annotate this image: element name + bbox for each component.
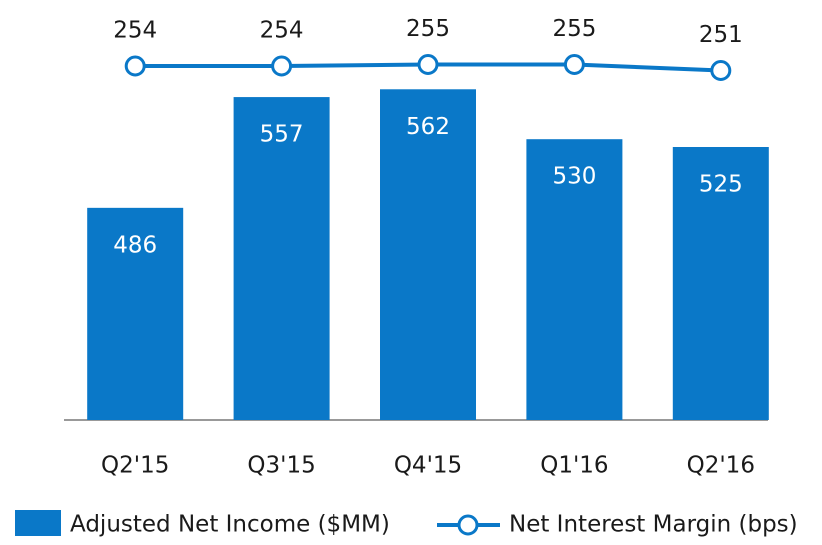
line-value-label: 254 (260, 18, 304, 44)
line-value-label: 255 (406, 16, 450, 42)
line-value-label: 255 (552, 16, 596, 42)
legend-label: Net Interest Margin (bps) (509, 512, 798, 538)
legend-swatch (15, 510, 61, 536)
bar (233, 97, 330, 420)
x-tick-label: Q4'15 (394, 453, 462, 479)
bar (87, 207, 184, 420)
line-marker (124, 55, 146, 77)
line-marker (271, 55, 293, 77)
line-value-label: 254 (113, 18, 157, 44)
line-marker (563, 54, 585, 75)
x-tick-label: Q3'15 (247, 453, 315, 479)
bar-value-label: 525 (699, 172, 743, 198)
bar-value-label: 530 (552, 164, 596, 190)
line-value-label: 251 (699, 22, 743, 48)
legend-label: Adjusted Net Income ($MM) (70, 512, 390, 538)
bar (672, 147, 769, 420)
bar (380, 89, 476, 420)
legend-swatch (457, 514, 479, 536)
line-marker (710, 60, 732, 81)
bar-value-label: 486 (113, 232, 157, 258)
line-marker (417, 54, 439, 75)
bar-value-label: 557 (260, 122, 304, 148)
bar (526, 139, 623, 420)
x-tick-label: Q2'15 (101, 453, 169, 479)
bar-value-label: 562 (406, 114, 450, 140)
x-tick-label: Q2'16 (687, 453, 755, 479)
x-tick-label: Q1'16 (540, 453, 608, 479)
